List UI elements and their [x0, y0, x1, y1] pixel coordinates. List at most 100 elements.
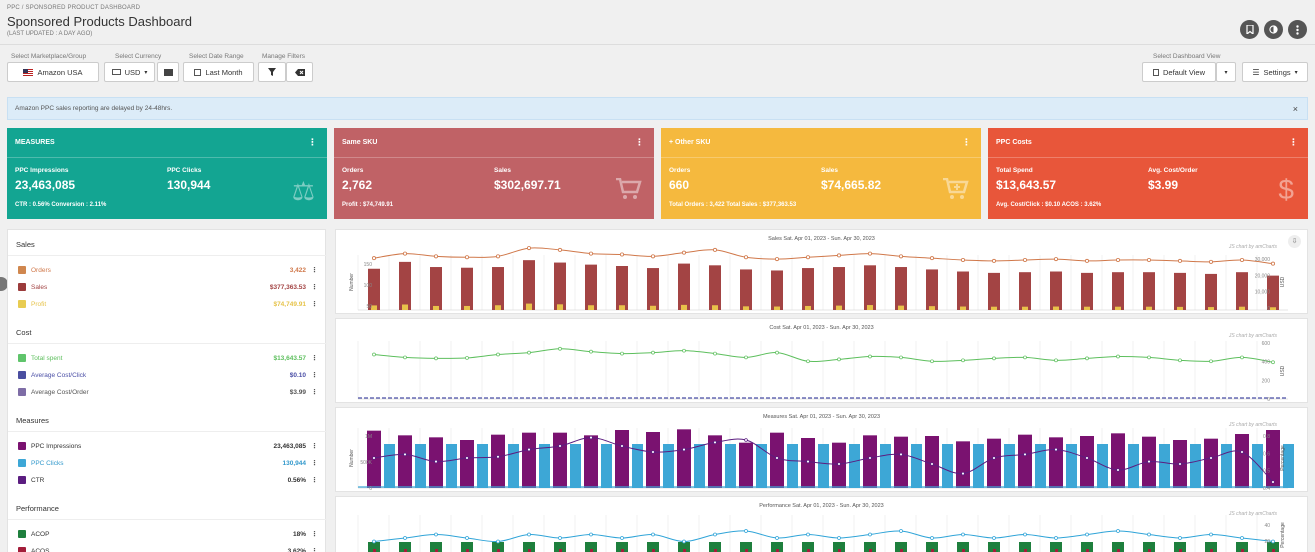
dashboard-view-select[interactable]: Default View	[1142, 62, 1216, 82]
metric-row[interactable]: Orders 3,422 ⋮	[18, 264, 318, 276]
acop-bar	[399, 542, 411, 552]
section-title: Measures	[16, 416, 49, 425]
daterange-value: Last Month	[205, 67, 243, 77]
metric-row[interactable]: Average Cost/Order $3.99 ⋮	[18, 386, 318, 398]
metrics-panel: Sales Orders 3,422 ⋮ Sales $377,363.53 ⋮ Profit…	[7, 229, 327, 552]
metric-value: 0.56%	[287, 476, 306, 484]
sales-point	[774, 257, 779, 262]
total-spent-point	[1271, 360, 1275, 365]
acop-bar	[1112, 542, 1124, 552]
ctr-point	[1178, 462, 1182, 466]
profit-bar	[1239, 306, 1245, 310]
metric-row[interactable]: Profit $74,749.91 ⋮	[18, 298, 318, 310]
acos-bar	[900, 549, 903, 552]
clicks-bar	[663, 444, 674, 488]
kebab-icon[interactable]: ⋮	[311, 460, 318, 467]
axis-title: Number	[349, 449, 355, 467]
currency-select[interactable]: USD ▾	[104, 62, 155, 82]
clicks-bar	[880, 444, 891, 488]
kebab-icon[interactable]: ⋮	[635, 137, 644, 147]
ctr-point	[1271, 480, 1275, 484]
kebab-icon[interactable]: ⋮	[962, 137, 971, 147]
more-options-button[interactable]	[1288, 20, 1307, 39]
kebab-icon[interactable]: ⋮	[311, 389, 318, 396]
bookmark-button[interactable]	[1240, 20, 1259, 39]
metric-row[interactable]: PPC Impressions 23,463,085 ⋮	[18, 440, 318, 452]
clicks-bar	[849, 444, 860, 488]
ctr-point	[620, 444, 624, 448]
clicks-bar	[973, 444, 984, 488]
clicks-bar	[911, 444, 922, 488]
currency-converter-button[interactable]	[157, 62, 179, 82]
theme-toggle-button[interactable]	[1264, 20, 1283, 39]
metric-row[interactable]: ACOS 3.62% ⋮	[18, 545, 318, 552]
kebab-icon[interactable]: ⋮	[1289, 137, 1298, 147]
kebab-icon[interactable]: ⋮	[311, 301, 318, 308]
profit-bar	[371, 305, 377, 310]
axis-tick-label: 400	[1262, 360, 1271, 366]
dashboard-view-dropdown[interactable]: ▾	[1216, 62, 1236, 82]
acos-bar	[435, 549, 438, 552]
card-title: + Other SKU	[669, 139, 711, 146]
acos-bar	[466, 549, 469, 552]
sliders-icon: ☰	[1252, 67, 1260, 77]
axis-tick-label: 0.6	[1263, 451, 1270, 457]
daterange-select[interactable]: Last Month	[183, 62, 254, 82]
metric-row[interactable]: ACOP 18% ⋮	[18, 528, 318, 540]
total-spent-point	[589, 349, 593, 354]
total-spent-point	[1054, 358, 1058, 363]
filter-button[interactable]	[258, 62, 286, 82]
kebab-icon[interactable]: ⋮	[311, 548, 318, 552]
ppc-nonpromo-point	[682, 539, 686, 544]
total-spent-point	[682, 348, 686, 353]
clicks-bar	[601, 444, 612, 488]
kebab-icon[interactable]: ⋮	[311, 477, 318, 484]
clear-filter-button[interactable]	[286, 62, 313, 82]
section-title: Performance	[16, 504, 59, 513]
metric-row[interactable]: CTR 0.56% ⋮	[18, 474, 318, 486]
orders-bar	[430, 267, 442, 310]
metric-value: 23,463,085	[273, 442, 306, 450]
orders-bar	[585, 264, 597, 310]
delay-notice: Amazon PPC sales reporting are delayed b…	[7, 97, 1308, 120]
kebab-icon[interactable]: ⋮	[311, 284, 318, 291]
clicks-bar	[477, 444, 488, 488]
acos-bar	[621, 549, 624, 552]
total-spent-point	[713, 351, 717, 356]
performance-chart: Performance Sat. Apr 01, 2023 - Sun. Apr…	[335, 496, 1308, 552]
kebab-icon[interactable]: ⋮	[311, 372, 318, 379]
axis-tick-label: 0	[1267, 306, 1270, 312]
metric-name: Sales	[31, 283, 48, 291]
total-spent-point	[899, 355, 903, 360]
profit-bar	[836, 305, 842, 310]
kebab-icon[interactable]: ⋮	[311, 443, 318, 450]
card-value: $302,697.71	[494, 178, 561, 192]
card-value: $13,643.57	[996, 178, 1057, 192]
kebab-icon[interactable]: ⋮	[311, 531, 318, 538]
acos-bar	[528, 549, 531, 552]
metric-row[interactable]: Average Cost/Click $0.10 ⋮	[18, 369, 318, 381]
axis-tick-label: 10,000	[1255, 290, 1271, 296]
sales-point	[1147, 257, 1152, 262]
kebab-icon[interactable]: ⋮	[308, 137, 317, 147]
pencil-icon	[18, 354, 26, 362]
orders-bar	[1050, 271, 1062, 310]
axis-tick-label: 20,000	[1255, 273, 1271, 279]
download-icon[interactable]: ⇩	[1288, 235, 1301, 248]
sidebar-toggle[interactable]	[0, 277, 8, 291]
profit-bar	[805, 305, 811, 310]
total-spent-point	[1178, 358, 1182, 363]
kebab-icon[interactable]: ⋮	[311, 267, 318, 274]
axis-tick-label: 1M	[365, 434, 372, 440]
kebab-icon[interactable]: ⋮	[311, 355, 318, 362]
clicks-bar	[818, 444, 829, 488]
caret-down-icon: ▾	[144, 69, 148, 76]
metric-row[interactable]: Total spent $13,643.57 ⋮	[18, 352, 318, 364]
metric-row[interactable]: Sales $377,363.53 ⋮	[18, 281, 318, 293]
ctr-point	[961, 471, 965, 476]
metric-row[interactable]: PPC Clicks 130,944 ⋮	[18, 457, 318, 469]
marketplace-select[interactable]: Amazon USA	[7, 62, 99, 82]
sales-point	[650, 254, 655, 259]
settings-button[interactable]: ☰ Settings ▾	[1242, 62, 1308, 82]
close-icon[interactable]: ×	[1292, 104, 1298, 114]
